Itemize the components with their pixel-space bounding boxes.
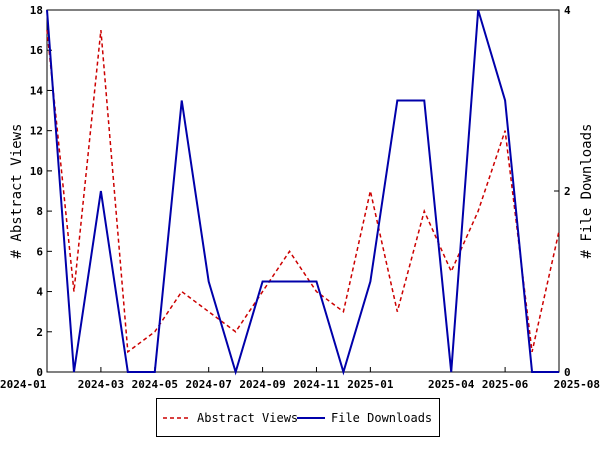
legend: Abstract Views File Downloads bbox=[156, 398, 440, 437]
legend-swatch-solid-blue bbox=[297, 417, 325, 419]
left-tick-label: 4 bbox=[36, 286, 43, 299]
x-tick-label: 2024-07 bbox=[186, 378, 232, 391]
left-tick-label: 6 bbox=[36, 245, 43, 258]
series-line-file-downloads bbox=[46, 9, 559, 376]
left-tick-label: 16 bbox=[30, 44, 44, 57]
x-tick-label: 2024-05 bbox=[132, 378, 178, 391]
series-layer bbox=[46, 9, 560, 376]
x-tick-label: 2025-01 bbox=[347, 378, 394, 391]
x-tick-label: 2025-04 bbox=[428, 378, 475, 391]
x-tick-label: 2025-08 bbox=[554, 378, 600, 391]
left-tick-label: 14 bbox=[30, 84, 44, 97]
legend-label-file-downloads: File Downloads bbox=[331, 411, 433, 425]
x-tick-label: 2024-11 bbox=[293, 378, 340, 391]
right-tick-label: 0 bbox=[564, 366, 571, 379]
left-tick-label: 0 bbox=[36, 366, 43, 379]
y-axis-left-title: # Abstract Views bbox=[9, 124, 25, 259]
left-tick-label: 12 bbox=[30, 125, 43, 138]
legend-label-abstract-views: Abstract Views bbox=[197, 411, 299, 425]
left-axis-ticks: 0 2 4 6 8 10 12 14 16 18 bbox=[30, 4, 52, 379]
right-tick-label: 4 bbox=[564, 4, 571, 17]
left-tick-label: 2 bbox=[36, 326, 43, 339]
x-axis-ticks: 2024-01 2024-03 2024-05 2024-07 2024-09 2024-… bbox=[0, 367, 600, 391]
legend-swatch-dashed-red bbox=[163, 417, 191, 419]
x-tick-label: 2024-09 bbox=[239, 378, 285, 391]
left-tick-label: 18 bbox=[30, 4, 43, 17]
left-tick-label: 10 bbox=[30, 165, 43, 178]
legend-item-file-downloads: File Downloads bbox=[297, 411, 432, 425]
legend-item-abstract-views: Abstract Views bbox=[163, 411, 298, 425]
plot-area bbox=[46, 9, 560, 373]
x-tick-label: 2024-03 bbox=[78, 378, 124, 391]
x-tick-label: 2024-01 bbox=[0, 378, 47, 391]
x-tick-label: 2025-06 bbox=[482, 378, 529, 391]
y-axis-right-title: # File Downloads bbox=[579, 124, 595, 259]
right-tick-label: 2 bbox=[564, 185, 571, 198]
series-line-abstract-views bbox=[46, 30, 560, 354]
left-tick-label: 8 bbox=[36, 205, 43, 218]
